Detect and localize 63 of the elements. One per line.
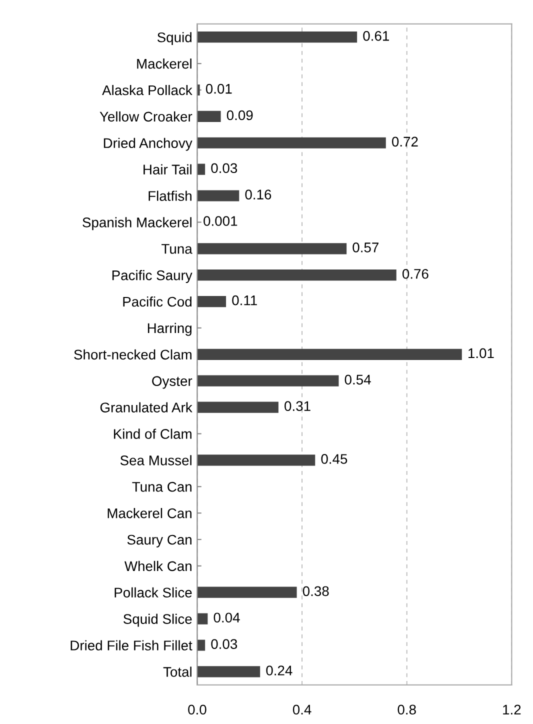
bar <box>197 586 297 598</box>
y-tick-label: Whelk Can <box>124 560 192 572</box>
data-label: 0.03 <box>211 639 238 649</box>
y-tick-label: Tuna Can <box>132 482 192 492</box>
y-tick-label: Squid Slice <box>123 614 192 627</box>
bar <box>197 243 347 254</box>
x-tick-label: 1.2 <box>503 704 521 714</box>
data-label: 0.54 <box>344 374 371 385</box>
bar <box>197 402 278 413</box>
x-tick-label: 0.0 <box>188 704 206 715</box>
y-tick-label: Pacific Cod <box>123 296 192 307</box>
y-tick-label: Spanish Mackerel <box>82 217 192 230</box>
data-label: 0.72 <box>392 136 418 147</box>
data-label: 1.01 <box>468 348 494 358</box>
y-tick-label: Total <box>163 666 192 677</box>
y-tick-label: Short-necked Clam <box>74 349 192 360</box>
bar <box>197 270 396 281</box>
bar <box>197 666 260 678</box>
data-label: 0.03 <box>211 163 238 174</box>
y-tick-label: Pacific Saury <box>112 270 192 283</box>
data-label: 0.76 <box>402 268 428 279</box>
y-tick-label: Sea Mussel <box>120 455 192 466</box>
bar <box>197 375 339 386</box>
y-tick-label: Granulated Ark <box>100 402 192 412</box>
y-tick-label: Kind of Clam <box>114 428 192 439</box>
y-tick-label: Pollack Slice <box>114 587 192 598</box>
data-label: 0.24 <box>266 666 292 676</box>
x-tick-label: 0.8 <box>398 704 416 715</box>
x-tick-label: 0.4 <box>292 704 312 715</box>
y-tick-label: Dried Anchovy <box>104 138 192 151</box>
bar <box>197 640 206 651</box>
bar <box>197 348 462 360</box>
y-tick-label: Mackerel Can <box>108 508 192 518</box>
bar <box>197 32 358 43</box>
y-tick-label: Saury Can <box>127 534 192 548</box>
bar <box>197 613 208 624</box>
data-label: 0.31 <box>284 401 310 412</box>
data-label: 0.11 <box>232 295 257 306</box>
data-label: 0.57 <box>352 242 378 252</box>
y-tick-label: Tuna <box>162 244 192 254</box>
bar <box>197 454 316 466</box>
y-tick-label: Yellow Croaker <box>100 111 192 122</box>
data-label: 0.09 <box>226 110 253 120</box>
y-tick-label: Mackerel <box>137 58 192 69</box>
y-tick-label: Alaska Pollack <box>102 84 192 96</box>
bar <box>197 137 386 148</box>
y-tick-label: Harring <box>148 322 192 336</box>
data-label: 0.61 <box>363 31 389 41</box>
data-label: 0.04 <box>214 612 240 623</box>
data-label: 0.38 <box>302 586 329 596</box>
data-label: 0.45 <box>321 454 348 464</box>
y-tick-label: Hair Tail <box>144 164 192 174</box>
bar <box>197 296 226 308</box>
data-label: 0.01 <box>206 84 232 94</box>
data-label: 0.001 <box>204 216 238 226</box>
y-tick-label: Squid <box>157 32 192 46</box>
y-tick-label: Oyster <box>152 376 192 389</box>
bar <box>197 190 240 202</box>
data-label: 0.16 <box>245 190 272 200</box>
y-tick-label: Dried File Fish Fillet <box>70 640 192 650</box>
bar <box>197 110 221 122</box>
bar <box>197 164 206 175</box>
y-tick-label: Flatfish <box>148 190 192 201</box>
